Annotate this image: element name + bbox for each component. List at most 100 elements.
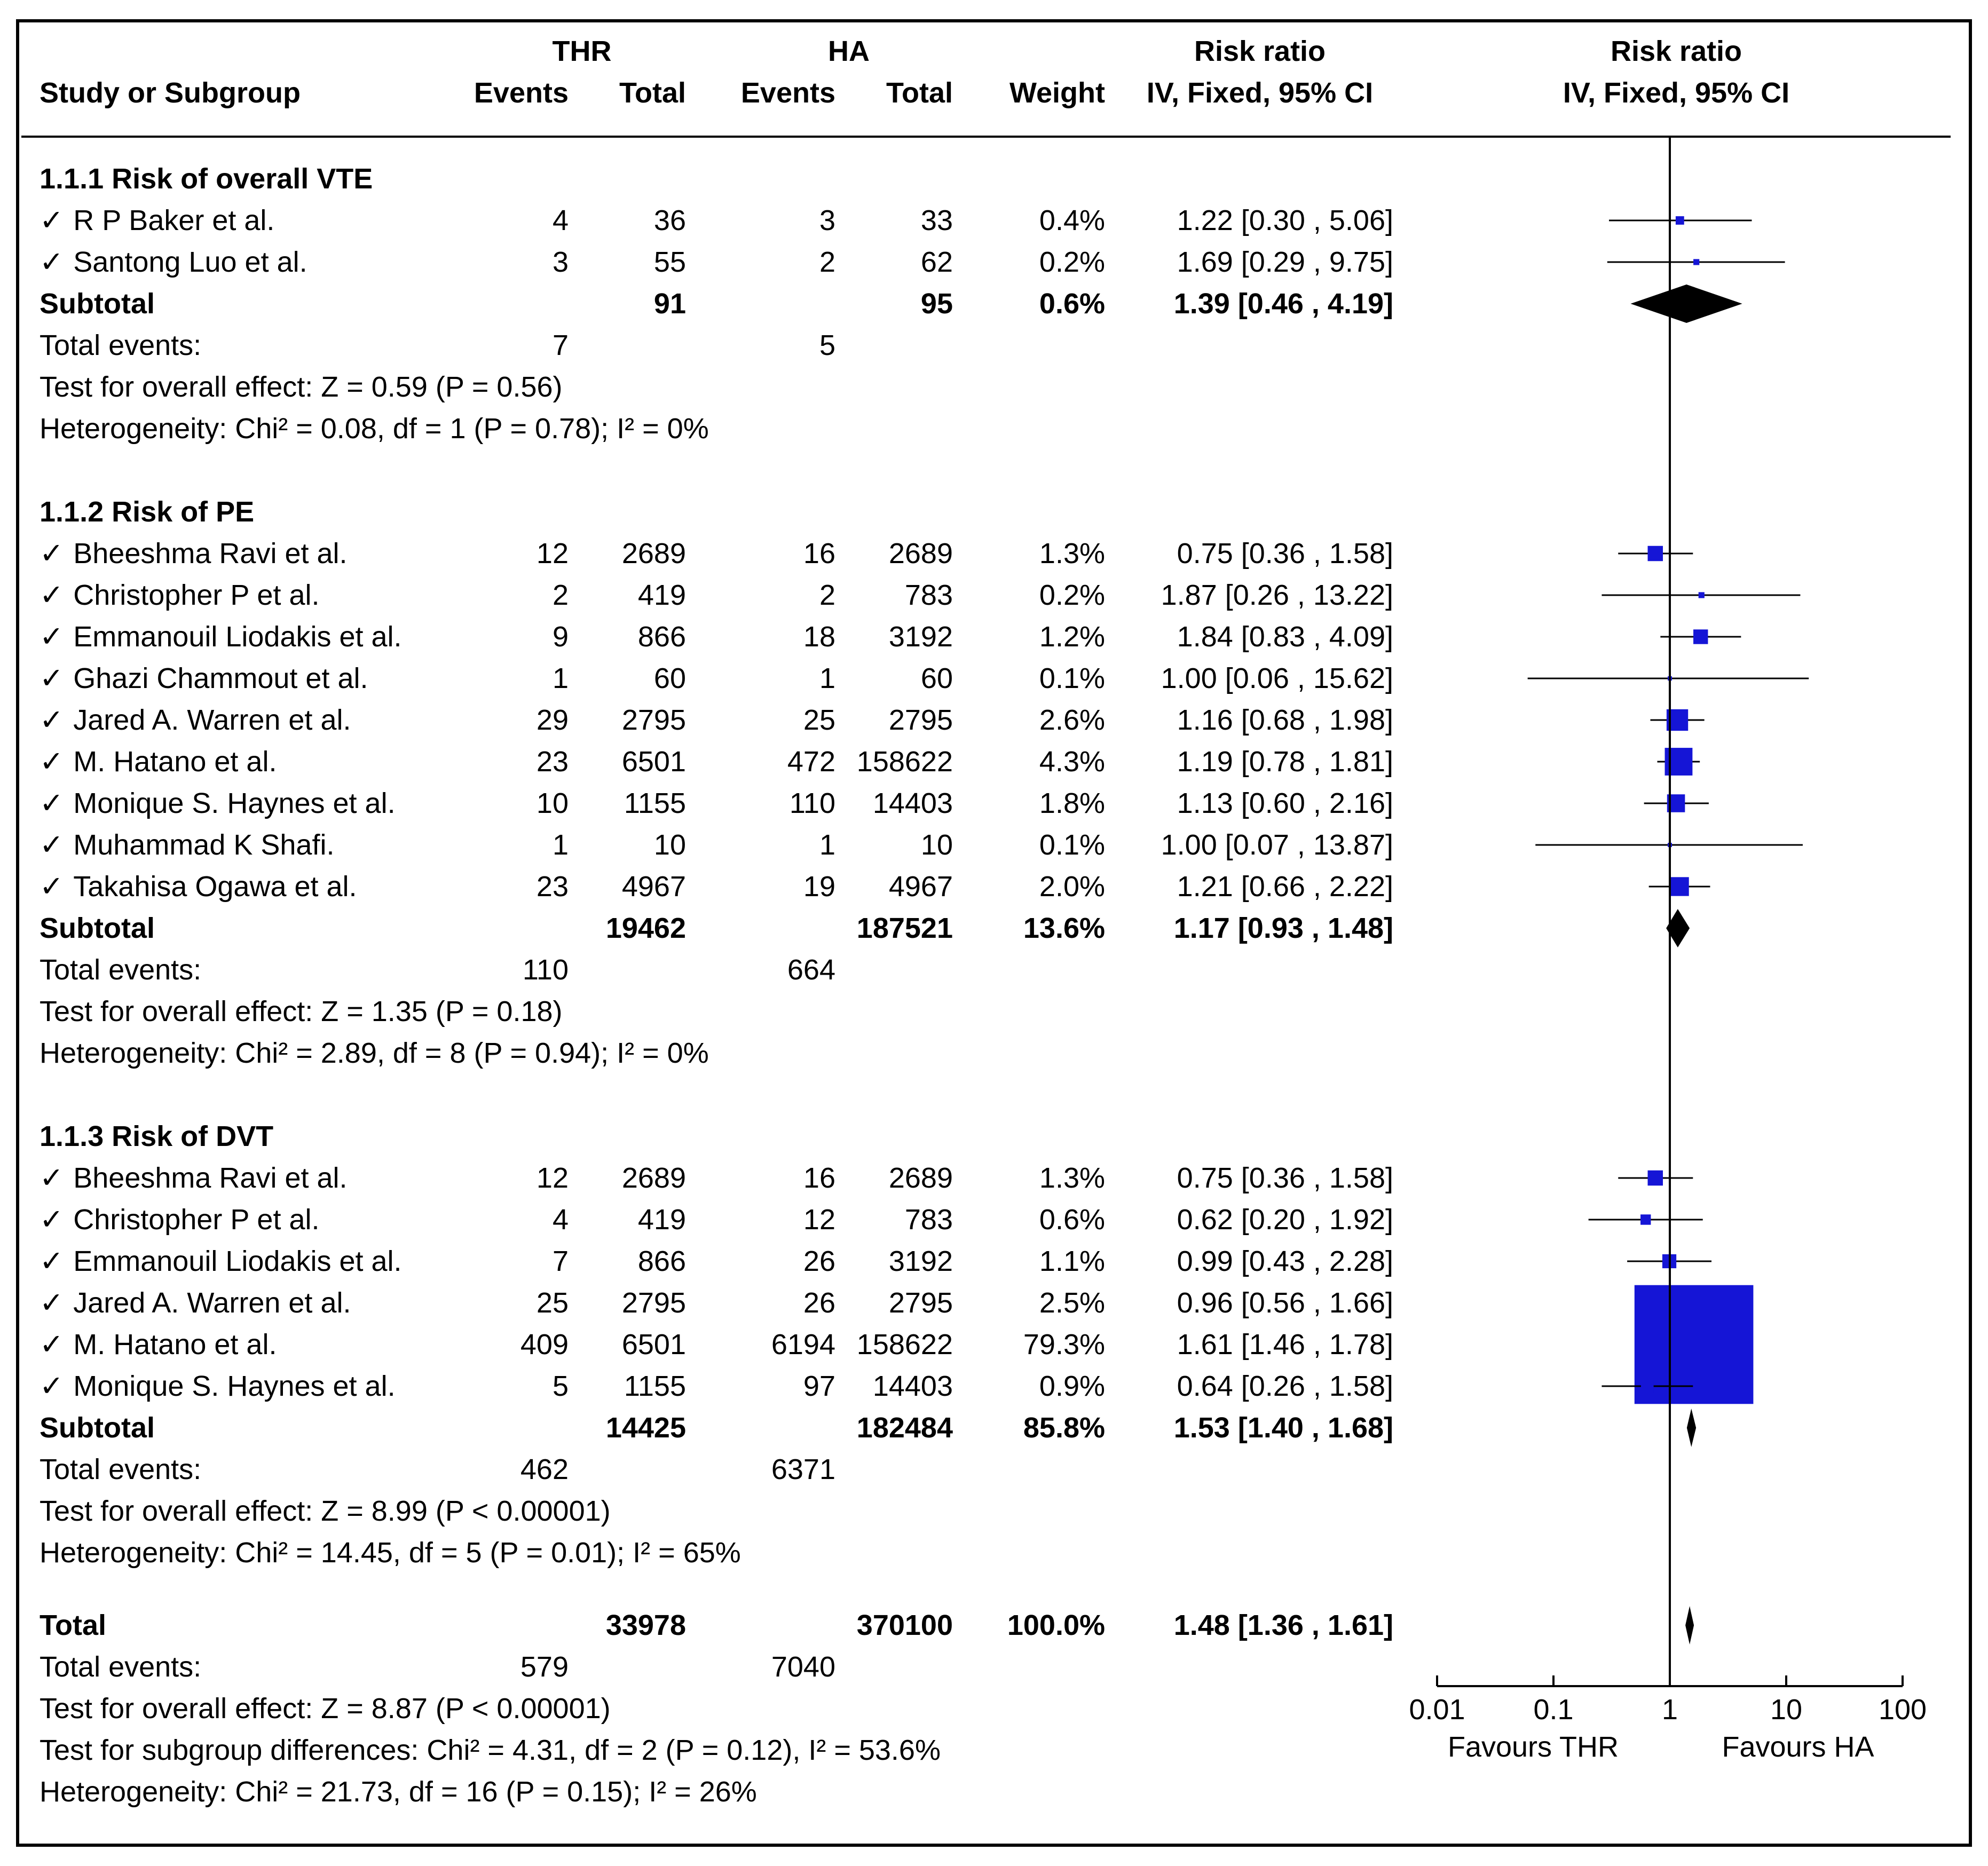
study-label: Takahisa Ogawa et al. [73,871,357,903]
risk-ratio-ci: 0.75 [0.36 , 1.58] [1177,537,1393,570]
overall-total-events-label: Total events: [40,1651,202,1683]
subtotal-risk-ratio-ci: 1.17 [0.93 , 1.48] [1173,912,1393,944]
events-group2: 19 [803,871,835,903]
events-group2: 16 [803,1162,835,1194]
study-label: M. Hatano et al. [73,746,277,778]
subtotal-weight: 13.6% [1023,912,1105,944]
heterogeneity: Heterogeneity: Chi² = 0.08, df = 1 (P = … [40,413,709,445]
risk-ratio-ci: 1.00 [0.06 , 15.62] [1161,662,1393,694]
total-group2: 2795 [888,704,953,736]
study-name: ✓ Muhammad K Shafi. [40,828,334,862]
weight-value: 0.1% [1039,662,1105,694]
plot-marks [1527,216,1809,1644]
favours-right-label: Favours HA [1722,1731,1874,1763]
risk-ratio-ci: 0.99 [0.43 , 2.28] [1177,1245,1393,1277]
events-group1: 29 [536,704,569,736]
study-label: Christopher P et al. [73,1204,320,1236]
risk-ratio-ci: 1.69 [0.29 , 9.75] [1177,246,1393,278]
study-label: Jared A. Warren et al. [73,1287,351,1319]
header-plot-title: Risk ratio [1610,35,1742,67]
total-group1: 2795 [621,1287,686,1319]
total-group1: 1155 [624,787,686,819]
check-icon: ✓ [40,537,64,570]
study-label: Jared A. Warren et al. [73,704,351,736]
check-icon: ✓ [40,1162,64,1194]
heterogeneity: Heterogeneity: Chi² = 14.45, df = 5 (P =… [40,1537,741,1569]
total-events-group2: 5 [819,329,835,361]
total-group2: 14403 [872,787,953,819]
check-icon: ✓ [40,787,64,819]
check-icon: ✓ [40,1287,64,1319]
subgroup-title: 1.1.1 Risk of overall VTE [40,163,373,195]
total-group1: 2689 [621,1162,686,1194]
header-events-2: Events [740,77,835,109]
favours-left-label: Favours THR [1448,1731,1619,1763]
overall-diamond [1685,1606,1694,1644]
risk-ratio-ci: 0.96 [0.56 , 1.66] [1177,1287,1393,1319]
total-events-group1: 110 [522,954,569,986]
check-icon: ✓ [40,621,64,653]
header-events-1: Events [474,77,569,109]
study-name: ✓ Jared A. Warren et al. [40,703,351,737]
subtotal-weight: 85.8% [1023,1412,1105,1444]
risk-ratio-ci: 1.22 [0.30 , 5.06] [1177,204,1393,236]
subtotal-risk-ratio-ci: 1.39 [0.46 , 4.19] [1173,288,1393,320]
risk-ratio-ci: 0.64 [0.26 , 1.58] [1177,1370,1393,1402]
total-group1: 4967 [621,871,686,903]
total-events-group1: 7 [552,329,569,361]
events-group2: 2 [819,579,835,611]
check-icon: ✓ [40,1329,64,1361]
total-group2: 158622 [856,1329,953,1361]
weight-value: 2.0% [1039,871,1105,903]
total-label: Total [40,1609,106,1641]
header-effect-title: Risk ratio [1194,35,1326,67]
total-group2: 4967 [888,871,953,903]
study-name: ✓ R P Baker et al. [40,203,274,238]
events-group1: 4 [552,1204,569,1236]
events-group2: 3 [819,204,835,236]
overall-total-group2: 370100 [856,1609,953,1641]
study-name: ✓ Bheeshma Ravi et al. [40,536,348,571]
total-group1: 2795 [621,704,686,736]
events-group2: 97 [803,1370,835,1402]
header-plot-method: IV, Fixed, 95% CI [1563,77,1790,109]
risk-ratio-ci: 0.62 [0.20 , 1.92] [1177,1204,1393,1236]
study-label: Santong Luo et al. [73,246,307,278]
total-group2: 2689 [888,1162,953,1194]
events-group1: 12 [536,537,569,570]
total-group2: 783 [904,579,953,611]
point-estimate-square [1640,1214,1651,1225]
subgroup-title: 1.1.2 Risk of PE [40,496,255,528]
x-tick-label: 100 [1879,1694,1927,1726]
risk-ratio-ci: 0.75 [0.36 , 1.58] [1177,1162,1393,1194]
events-group2: 6194 [771,1329,835,1361]
overall-total-group1: 33978 [605,1609,686,1641]
subtotal-label: Subtotal [40,1412,155,1444]
total-group1: 60 [653,662,686,694]
events-group2: 1 [819,829,835,861]
weight-value: 2.5% [1039,1287,1105,1319]
weight-value: 0.2% [1039,579,1105,611]
subgroup-title: 1.1.3 Risk of DVT [40,1120,274,1152]
x-tick-label: 0.01 [1409,1694,1465,1726]
total-group1: 6501 [621,1329,686,1361]
total-group1: 866 [637,1245,686,1277]
study-name: ✓ M. Hatano et al. [40,1327,277,1362]
events-group1: 5 [552,1370,569,1402]
study-label: Muhammad K Shafi. [73,829,335,861]
events-group2: 110 [789,787,835,819]
risk-ratio-ci: 1.00 [0.07 , 13.87] [1161,829,1393,861]
subtotal-diamond [1686,1409,1697,1447]
total-events-label: Total events: [40,954,202,986]
total-group2: 14403 [872,1370,953,1402]
check-icon: ✓ [40,579,64,611]
events-group1: 12 [536,1162,569,1194]
x-tick-label: 10 [1770,1694,1802,1726]
point-estimate-square [1640,1380,1654,1393]
study-label: Ghazi Chammout et al. [73,662,368,694]
figure-frame [16,19,1972,1847]
events-group2: 25 [803,704,835,736]
events-group2: 12 [803,1204,835,1236]
subtotal-total-group1: 19462 [605,912,686,944]
check-icon: ✓ [40,1245,64,1277]
